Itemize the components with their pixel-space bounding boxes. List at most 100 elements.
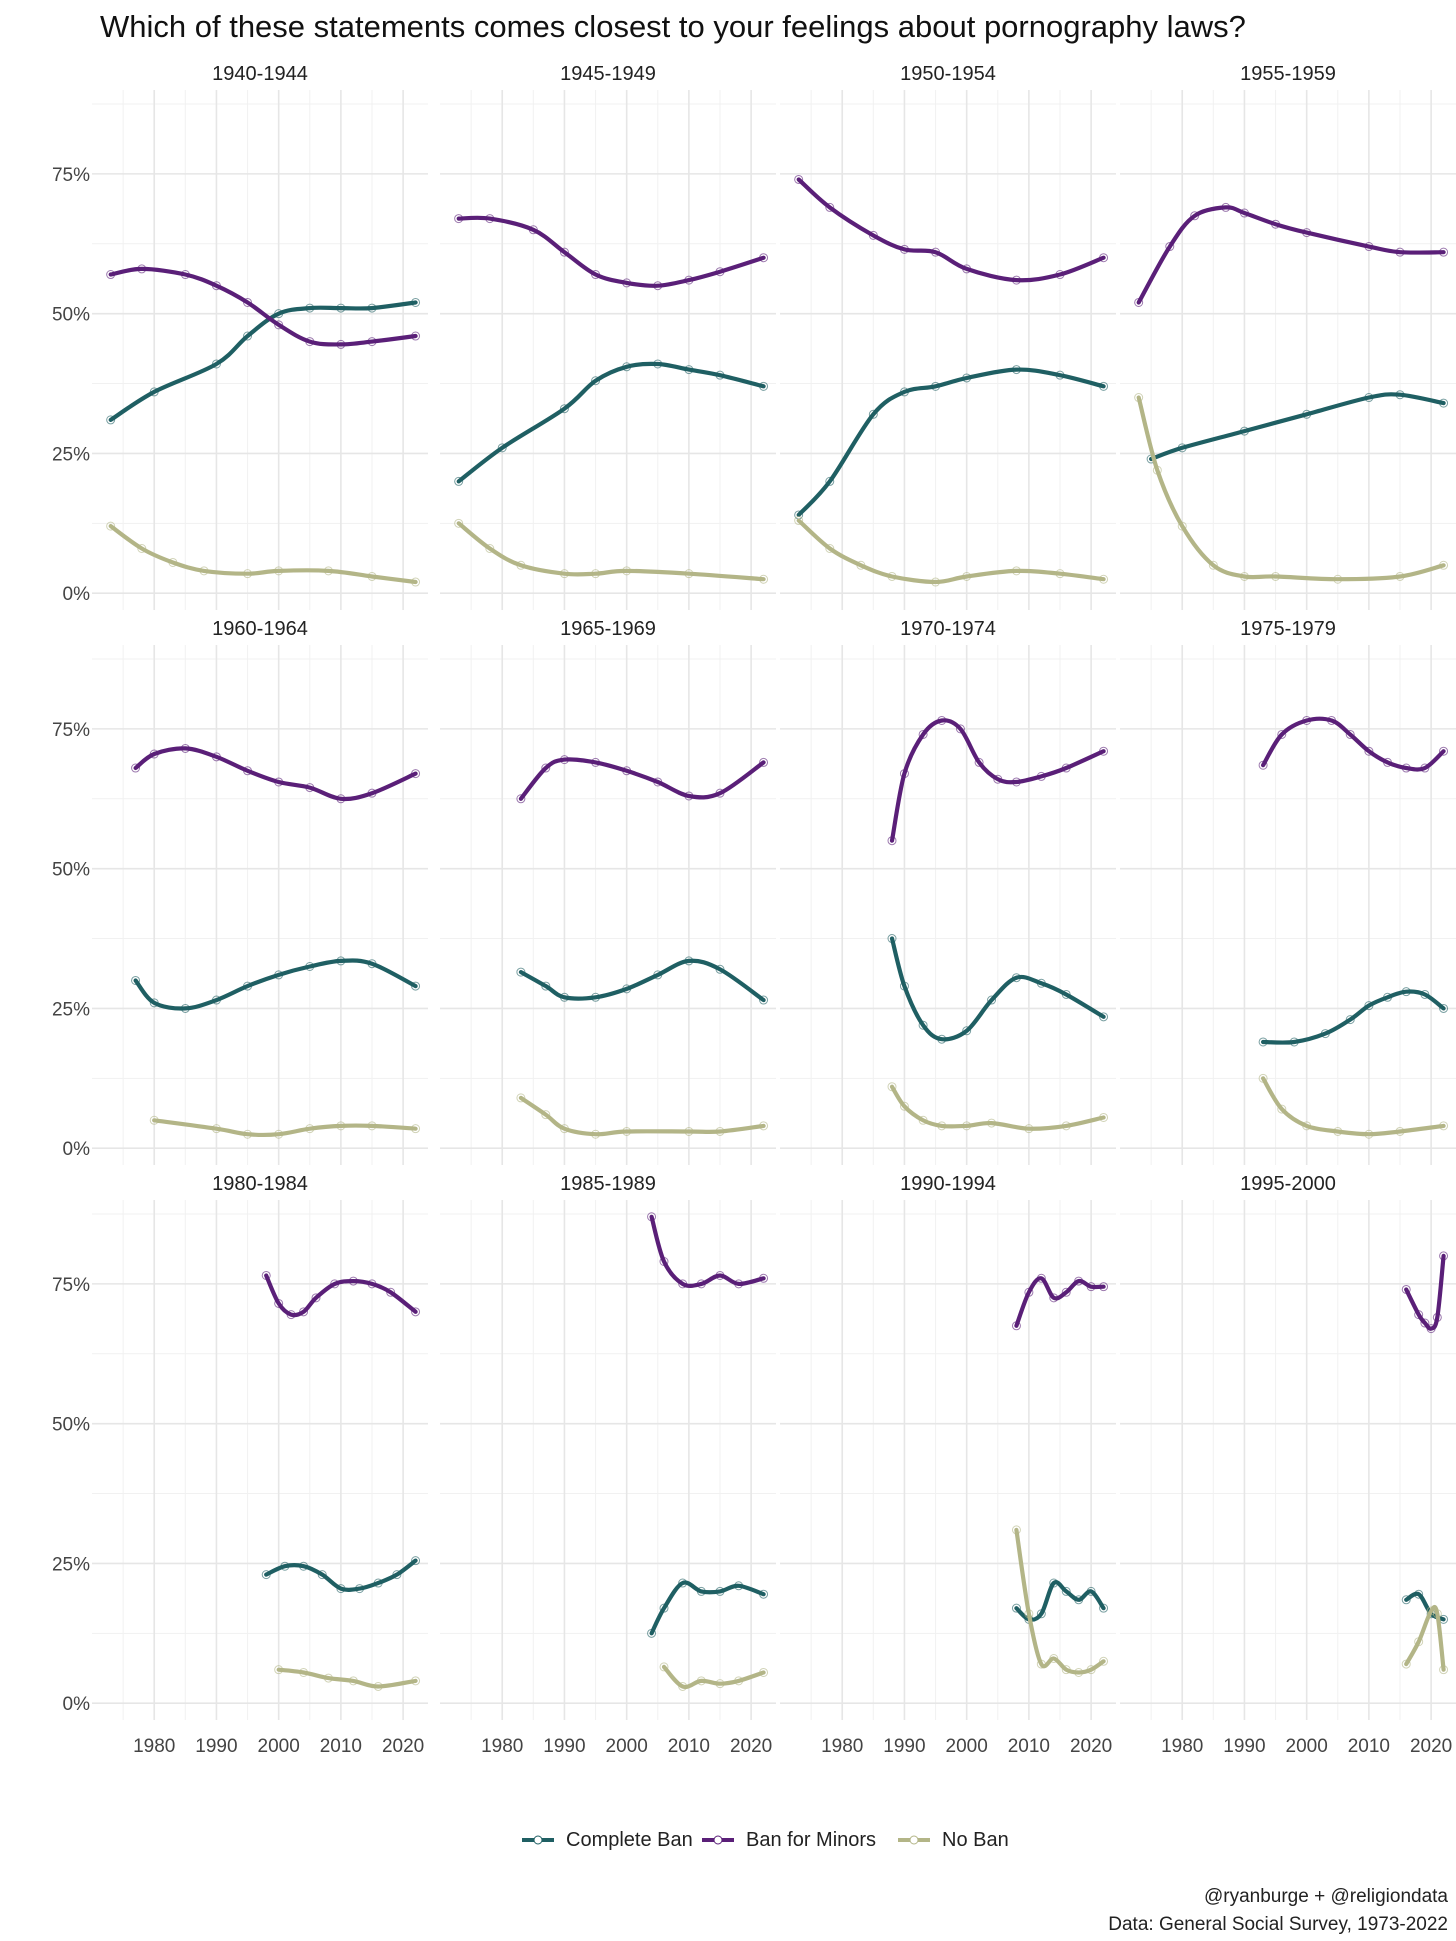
data-point bbox=[516, 967, 526, 977]
x-tick-label: 2010 bbox=[320, 1736, 362, 1757]
data-point bbox=[373, 1681, 383, 1691]
panel-label: 1975-1979 bbox=[1240, 618, 1336, 640]
data-point bbox=[647, 1212, 657, 1222]
data-point bbox=[622, 362, 632, 372]
data-point bbox=[937, 1034, 947, 1044]
data-point bbox=[485, 214, 495, 224]
data-point bbox=[1134, 297, 1144, 307]
data-point bbox=[696, 1279, 706, 1289]
data-point bbox=[528, 225, 538, 235]
data-point bbox=[367, 303, 377, 313]
data-point bbox=[591, 376, 601, 386]
data-point bbox=[1086, 1282, 1096, 1292]
data-point bbox=[1277, 729, 1287, 739]
x-tick-label: 1980 bbox=[821, 1736, 863, 1757]
data-point bbox=[516, 794, 526, 804]
data-point bbox=[868, 230, 878, 240]
data-point bbox=[454, 214, 464, 224]
data-point bbox=[918, 1115, 928, 1125]
y-tick-label: 75% bbox=[52, 720, 90, 741]
series-no-ban bbox=[454, 518, 769, 584]
data-point bbox=[211, 359, 221, 369]
x-tick-label: 2000 bbox=[1286, 1736, 1328, 1757]
data-point bbox=[131, 763, 141, 773]
data-point bbox=[759, 1667, 769, 1677]
series-ban-for-minors bbox=[131, 743, 421, 804]
series-line bbox=[108, 524, 418, 585]
data-point bbox=[1086, 1586, 1096, 1596]
data-point bbox=[918, 729, 928, 739]
data-point bbox=[759, 995, 769, 1005]
data-point bbox=[106, 270, 116, 280]
data-point bbox=[715, 1126, 725, 1136]
data-point bbox=[715, 1586, 725, 1596]
data-point bbox=[1258, 1073, 1268, 1083]
panel-1990-1994: 1990-1994 1980 1990 2000 2010 2020 bbox=[780, 1173, 1116, 1757]
data-point bbox=[1439, 1665, 1449, 1675]
data-point bbox=[317, 1570, 327, 1580]
x-tick-label: 1990 bbox=[1223, 1736, 1265, 1757]
x-tick-label: 2010 bbox=[1008, 1736, 1050, 1757]
data-point bbox=[1036, 1609, 1046, 1619]
legend-item-ban-for-minors: Ban for Minors bbox=[702, 1829, 876, 1851]
data-point bbox=[199, 566, 209, 576]
series-line bbox=[276, 1667, 418, 1689]
legend-item-complete-ban: Complete Ban bbox=[522, 1829, 693, 1851]
data-point bbox=[1258, 760, 1268, 770]
x-tick-label: 2010 bbox=[668, 1736, 710, 1757]
data-point bbox=[962, 373, 972, 383]
data-point bbox=[1364, 393, 1374, 403]
data-point bbox=[993, 774, 1003, 784]
data-point bbox=[962, 1121, 972, 1131]
series-ban-for-minors bbox=[794, 174, 1109, 285]
series-line bbox=[1136, 395, 1446, 582]
panel-label: 1965-1969 bbox=[560, 618, 656, 640]
data-point bbox=[887, 836, 897, 846]
data-point bbox=[1401, 1595, 1411, 1605]
x-tick-label: 2020 bbox=[1410, 1736, 1452, 1757]
data-point bbox=[1061, 1586, 1071, 1596]
data-point bbox=[559, 1124, 569, 1134]
data-point bbox=[1439, 560, 1449, 570]
data-point bbox=[137, 543, 147, 553]
data-point bbox=[899, 981, 909, 991]
data-point bbox=[1049, 1578, 1059, 1588]
series-line bbox=[152, 1118, 418, 1138]
data-point bbox=[622, 1126, 632, 1136]
data-point bbox=[305, 337, 315, 347]
data-point bbox=[1401, 1284, 1411, 1294]
data-point bbox=[559, 569, 569, 579]
data-point bbox=[931, 381, 941, 391]
data-point bbox=[274, 1298, 284, 1308]
data-point bbox=[323, 1673, 333, 1683]
data-point bbox=[559, 992, 569, 1002]
data-point bbox=[715, 964, 725, 974]
data-point bbox=[1036, 1659, 1046, 1669]
data-point bbox=[411, 1676, 421, 1686]
data-point bbox=[1401, 763, 1411, 773]
data-point bbox=[1333, 1126, 1343, 1136]
series-complete-ban bbox=[516, 956, 769, 1005]
data-point bbox=[1364, 746, 1374, 756]
data-point bbox=[1320, 1029, 1330, 1039]
data-point bbox=[149, 998, 159, 1008]
data-point bbox=[180, 743, 190, 753]
x-tick-label: 2020 bbox=[382, 1736, 424, 1757]
data-point bbox=[759, 253, 769, 263]
data-point bbox=[1345, 1015, 1355, 1025]
x-tick-label: 1980 bbox=[481, 1736, 523, 1757]
y-tick-label: 0% bbox=[63, 584, 91, 605]
data-point bbox=[1011, 1525, 1021, 1535]
legend-label: No Ban bbox=[942, 1829, 1009, 1851]
panel-label: 1955-1959 bbox=[1240, 63, 1336, 85]
x-tick-label: 2020 bbox=[730, 1736, 772, 1757]
data-point bbox=[899, 387, 909, 397]
data-point bbox=[899, 1101, 909, 1111]
data-point bbox=[323, 566, 333, 576]
data-point bbox=[794, 516, 804, 526]
data-point bbox=[591, 569, 601, 579]
panel-label: 1945-1949 bbox=[560, 63, 656, 85]
data-point bbox=[1152, 465, 1162, 475]
panel-1955-1959: 1955-1959 bbox=[1120, 63, 1456, 610]
